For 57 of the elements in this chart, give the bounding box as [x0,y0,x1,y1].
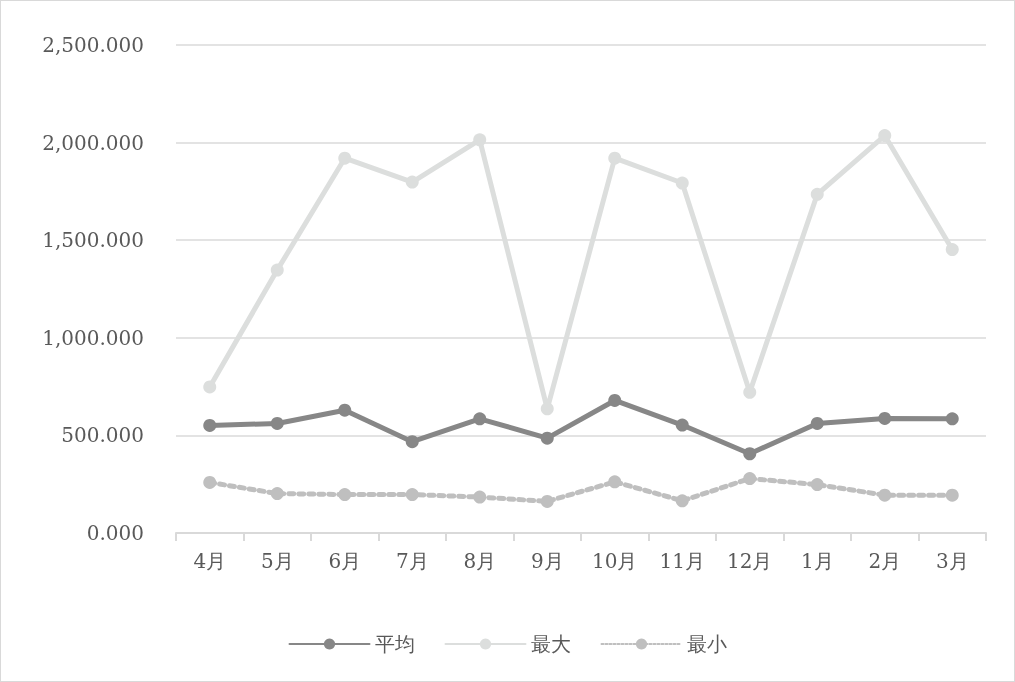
point [608,475,622,489]
y-tick-label: 1,000.000 [42,325,144,350]
point [473,412,487,426]
legend-label: 最大 [530,632,571,656]
point [878,129,892,143]
point [810,478,824,492]
point [878,488,892,502]
x-tick-label: 10月 [592,549,638,573]
x-tick-label: 4月 [193,549,227,573]
x-tick-label: 2月 [868,549,902,573]
point [743,472,757,486]
point [743,447,757,461]
point [608,393,622,407]
point [540,402,554,416]
point [270,417,284,430]
legend-label: 最小 [686,632,727,656]
x-tick-label: 1月 [800,549,834,573]
point [270,263,284,277]
x-tick-label: 7月 [395,549,429,573]
point [945,243,959,257]
x-tick-label: 3月 [935,549,969,573]
x-tick-label: 6月 [328,549,362,573]
point [405,175,419,189]
point [810,417,824,430]
y-tick-label: 1,500.000 [42,228,144,253]
point [203,380,217,394]
point [540,431,554,445]
x-tick-label: 11月 [659,549,705,573]
point [338,488,352,502]
point [608,151,622,165]
y-tick-label: 0.000 [86,521,144,545]
y-tick-label: 2,000.000 [42,130,144,155]
point [945,488,959,502]
point [270,487,284,501]
point [675,418,689,432]
point [338,151,352,165]
point [810,187,824,201]
point [945,412,959,426]
x-tick-label: 12月 [727,549,773,573]
legend-label: 平均 [374,632,415,656]
point [338,403,352,417]
point [203,418,217,432]
x-tick-label: 8月 [463,549,497,573]
y-tick-label: 2,500.000 [42,33,144,57]
point [675,494,689,508]
point [743,385,757,399]
point [405,435,419,449]
point [405,488,419,502]
point [203,475,217,489]
point [675,176,689,190]
x-tick-label: 9月 [530,549,564,573]
point [473,490,487,504]
point [473,133,487,147]
point [540,494,554,508]
x-tick-label: 5月 [260,549,294,573]
point [878,411,892,425]
y-tick-label: 500.000 [61,423,144,448]
